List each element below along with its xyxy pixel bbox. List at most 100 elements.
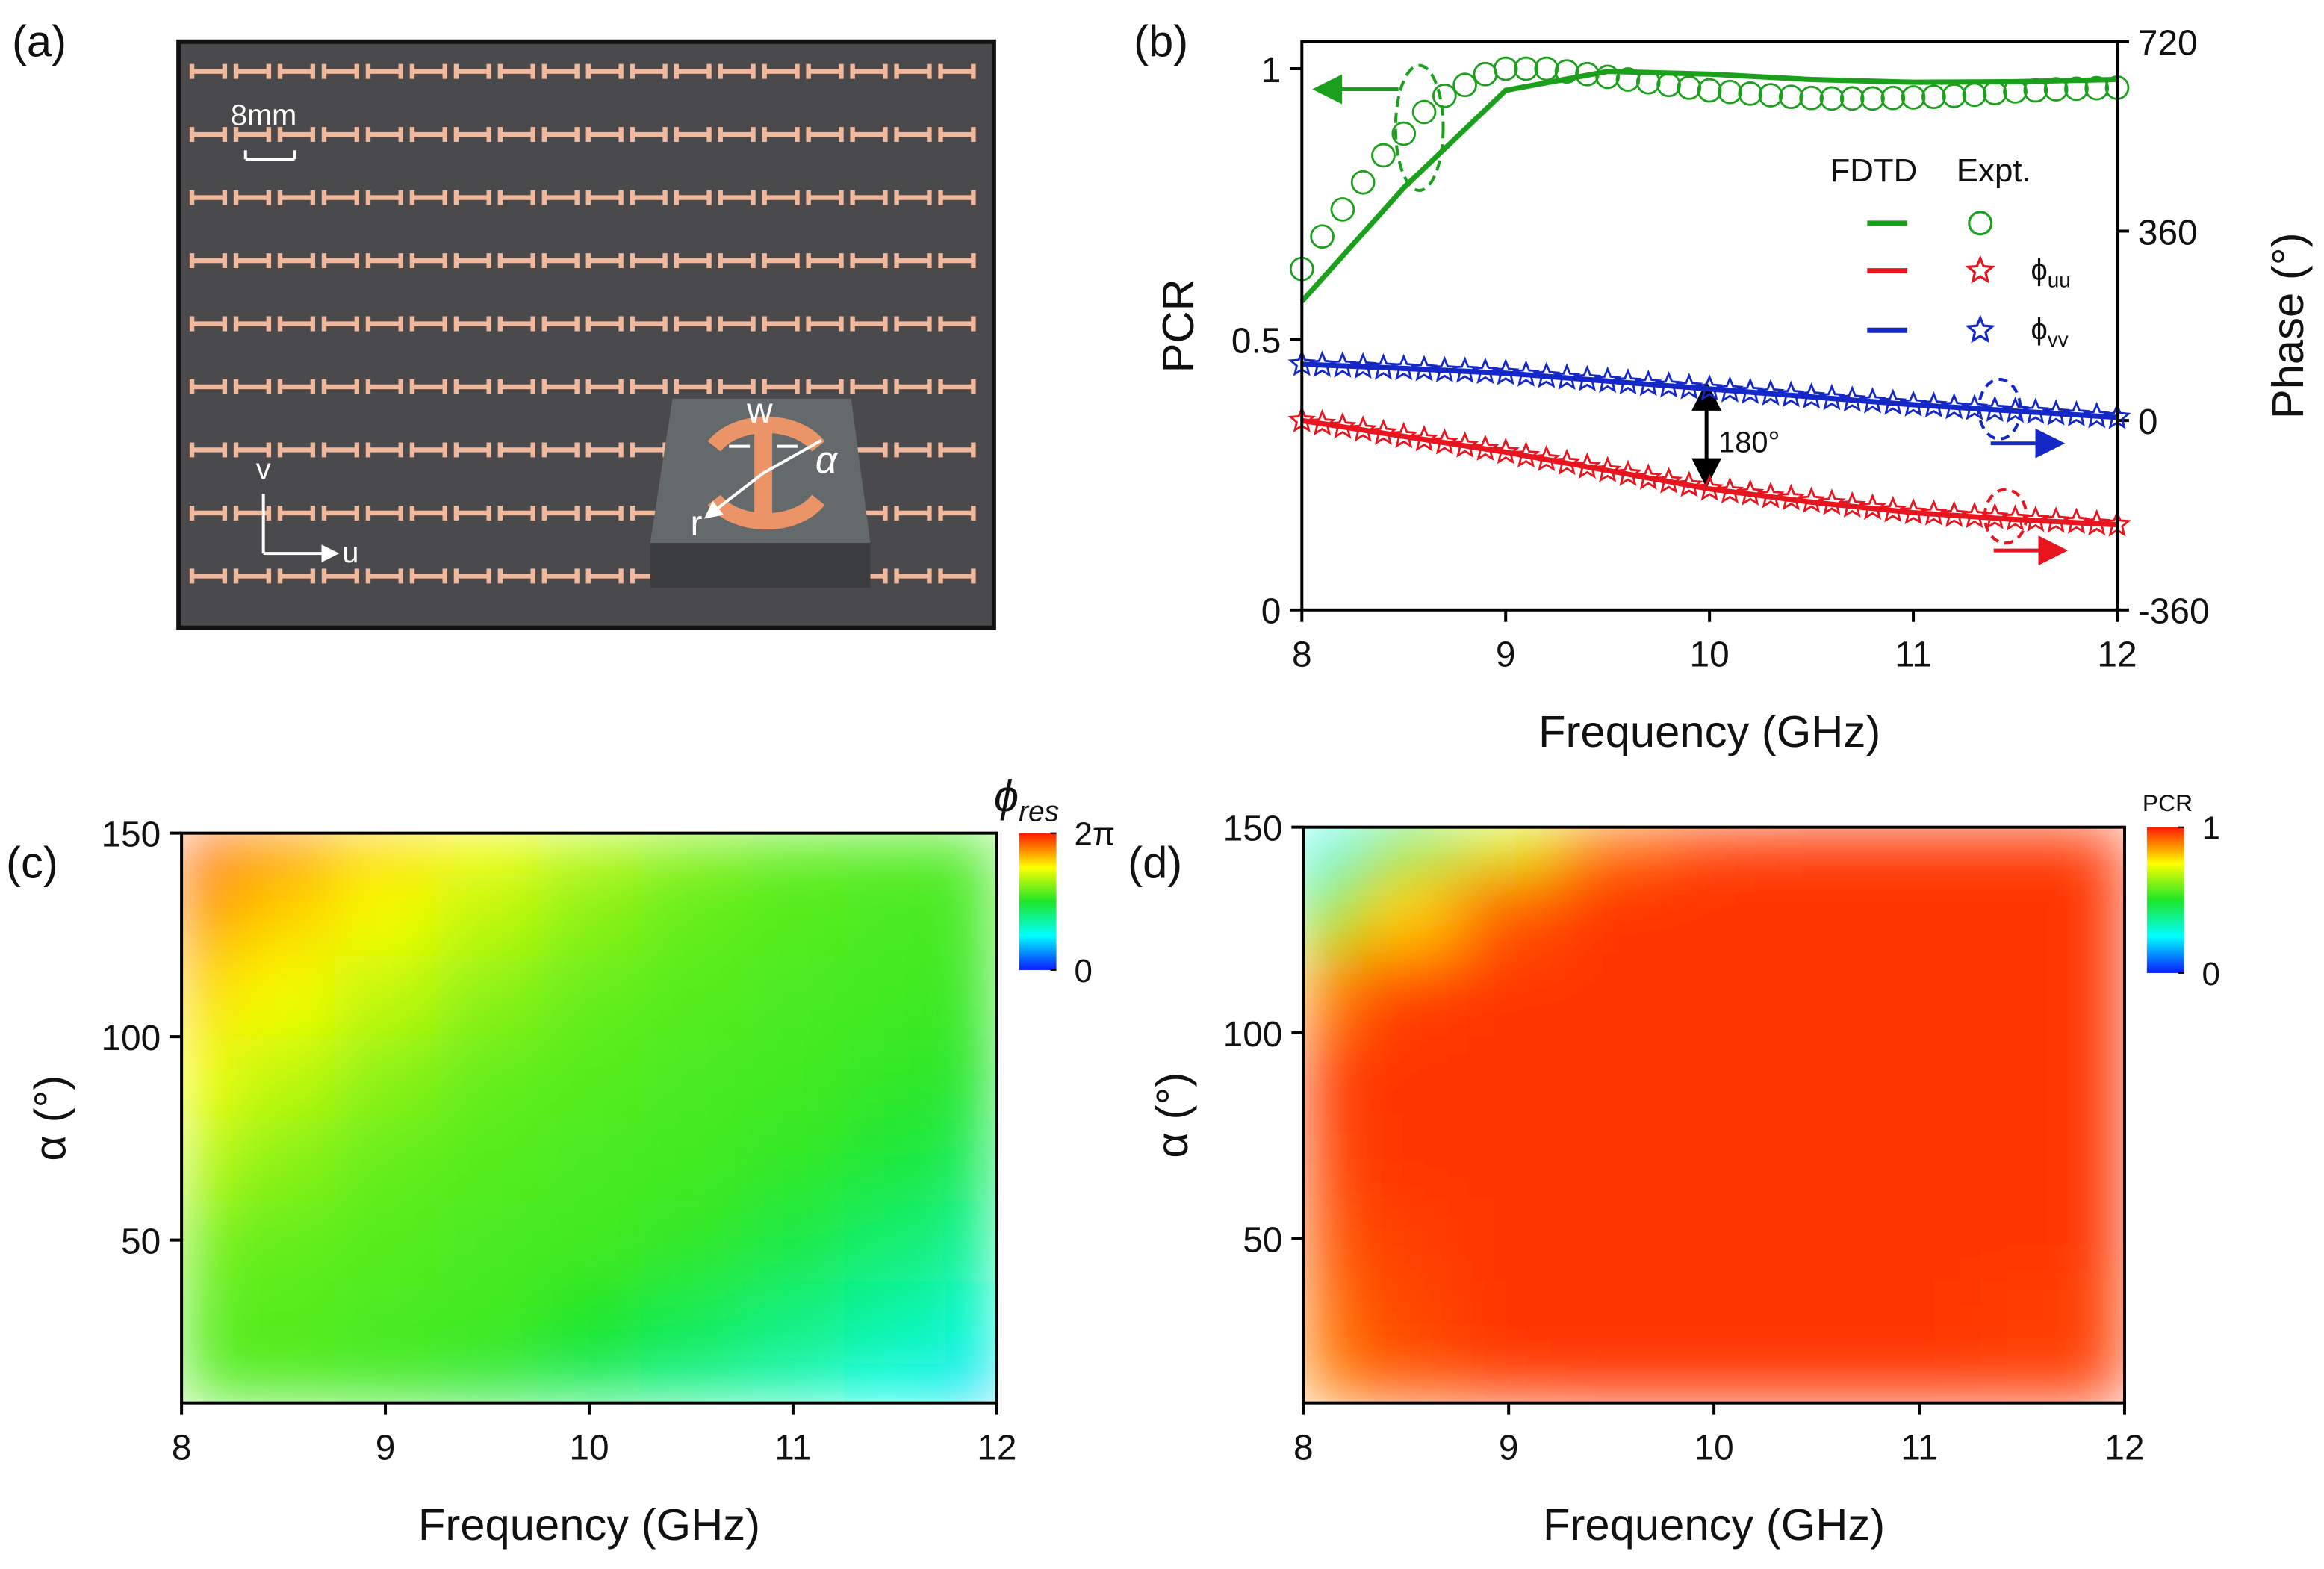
heatmap-cell: [1457, 950, 1561, 1034]
data-point: [1718, 79, 1742, 105]
x-axis-label: Frequency (GHz): [418, 1500, 760, 1550]
heatmap-cell: [1970, 950, 2075, 1034]
data-point: [1838, 385, 1866, 412]
panel-label: (b): [1134, 16, 1188, 66]
heatmap-cell: [945, 1118, 997, 1201]
heatmap-cell: [1970, 868, 2075, 951]
data-point: [1471, 434, 1500, 461]
heatmap-cell: [1303, 1361, 1355, 1403]
data-point: [2042, 399, 2070, 426]
heatmap-cell: [538, 1281, 641, 1364]
heatmap-cell: [334, 1118, 438, 1201]
heatmap-cell: [1559, 1115, 1664, 1199]
y-tick-label: 150: [1223, 810, 1283, 849]
data-point: [1921, 84, 1946, 110]
heatmap-cell: [640, 1199, 743, 1282]
heatmap-cell: [436, 1281, 539, 1364]
y-axis-label: PCR: [1153, 279, 1203, 373]
data-point: [1514, 56, 1538, 81]
data-point: [1350, 170, 1376, 195]
heatmap-cell: [1354, 1197, 1458, 1281]
data-point: [1677, 75, 1702, 100]
heatmap-cell: [436, 1118, 539, 1201]
heatmap-cell: [232, 1281, 335, 1364]
heatmap-cell: [742, 1281, 845, 1364]
colorbar-tick-label: 0: [1074, 953, 1092, 989]
data-point: [2003, 79, 2028, 104]
label-r: r: [690, 504, 702, 544]
axis-v: v: [256, 453, 271, 485]
heatmap-cell: [1970, 1033, 2075, 1116]
legend-marker: [1968, 211, 1993, 236]
heatmap-cell: [181, 874, 234, 957]
heatmap-cell: [1559, 1033, 1664, 1116]
data-point: [1310, 224, 1335, 249]
y-tick-label: 150: [101, 815, 161, 855]
data-point: [1736, 377, 1765, 404]
x-tick-label: 11: [1895, 636, 1932, 675]
data-point: [1675, 470, 1703, 497]
heatmap-cell: [436, 1037, 539, 1119]
data-point: [1493, 56, 1518, 81]
heatmap-cell: [742, 874, 845, 957]
x-tick-label: 8: [1292, 636, 1312, 675]
data-point: [1595, 64, 1621, 90]
data-point: [1879, 495, 1907, 523]
heatmap-cell: [232, 874, 335, 957]
heatmap-cell: [945, 1037, 997, 1119]
heatmap-cell: [640, 833, 743, 875]
legend-header: FDTD: [1830, 152, 1918, 189]
heatmap-cell: [1765, 1115, 1869, 1199]
heatmap-cells: [181, 833, 997, 1403]
heatmap-cell: [945, 1199, 997, 1282]
legend-label: ϕuu: [2031, 254, 2070, 292]
data-point: [2083, 509, 2111, 536]
heatmap-cell: [1662, 1197, 1766, 1281]
heatmap-cell: [844, 1362, 947, 1403]
data-point: [1880, 85, 1906, 111]
heatmap-cell: [1559, 1361, 1664, 1403]
plot-frame: [1300, 40, 2119, 612]
heatmap-cell: [1457, 1033, 1561, 1116]
panel-label: (c): [6, 837, 58, 887]
heatmap-cell: [1868, 950, 1972, 1034]
data-point: [1715, 476, 1744, 504]
data-point: [1634, 463, 1662, 490]
data-point: [1654, 467, 1683, 494]
y-tick-label: 50: [1243, 1220, 1282, 1260]
y2-tick-label: 360: [2138, 213, 2198, 252]
heatmap-cell: [436, 1362, 539, 1403]
data-point: [1369, 418, 1397, 445]
data-point: [1532, 361, 1561, 388]
heatmap-cell: [742, 1037, 845, 1119]
heatmap-cell: [2073, 1033, 2125, 1116]
heatmap-cell: [1970, 1197, 2075, 1281]
y2-axis-label: Phase (°): [2263, 232, 2313, 419]
data-point: [2043, 77, 2069, 102]
label-alpha: α: [815, 438, 839, 482]
heatmap-cell: [538, 1362, 641, 1403]
heatmap-cell: [1868, 868, 1972, 951]
heatmap-cell: [436, 1199, 539, 1282]
data-point: [1634, 370, 1662, 397]
data-point: [1330, 197, 1355, 222]
heatmap-cell: [1662, 1361, 1766, 1403]
data-point: [1391, 121, 1417, 146]
data-point: [1982, 81, 2007, 105]
colorbar-title: PCR: [2143, 789, 2193, 816]
data-point: [1635, 69, 1661, 95]
heatmap-cell: [1662, 1033, 1766, 1116]
heatmap-cell: [844, 874, 947, 957]
data-point: [2062, 400, 2091, 427]
heatmap-cell: [1662, 1115, 1766, 1199]
data-point: [1756, 482, 1785, 509]
heatmap-cell: [2073, 1197, 2125, 1281]
data-point: [1860, 86, 1885, 111]
data-point: [1838, 491, 1866, 518]
heatmap-cell: [1868, 1033, 1972, 1116]
heatmap-cell: [232, 1118, 335, 1201]
data-point: [1715, 376, 1744, 403]
data-point: [2083, 401, 2111, 429]
x-tick-label: 10: [569, 1428, 609, 1467]
heatmap-cell: [2073, 1361, 2125, 1403]
